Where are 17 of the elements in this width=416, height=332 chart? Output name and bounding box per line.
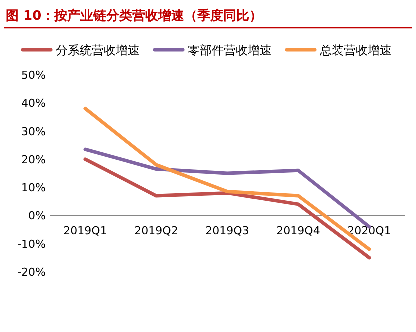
x-tick-label: 2019Q2 bbox=[134, 224, 178, 238]
x-tick-label: 2019Q3 bbox=[206, 224, 250, 238]
legend-label: 总装营收增速 bbox=[319, 44, 392, 58]
x-tick-label: 2019Q1 bbox=[64, 224, 108, 238]
y-tick-label: 40% bbox=[22, 97, 46, 110]
y-tick-label: 50% bbox=[22, 69, 46, 82]
x-tick-label: 2020Q1 bbox=[348, 224, 392, 238]
y-tick-label: 0% bbox=[28, 210, 46, 223]
y-tick-label: -10% bbox=[18, 238, 46, 251]
y-tick-label: -20% bbox=[18, 266, 46, 279]
y-tick-label: 30% bbox=[22, 125, 46, 138]
legend-label: 分系统营收增速 bbox=[56, 44, 140, 58]
title: 图 10：按产业链分类营收增速（季度同比） bbox=[6, 9, 263, 24]
y-tick-label: 10% bbox=[22, 182, 46, 195]
x-tick-label: 2019Q4 bbox=[276, 224, 320, 238]
y-tick-label: 20% bbox=[22, 153, 46, 166]
legend-label: 零部件营收增速 bbox=[188, 44, 272, 58]
